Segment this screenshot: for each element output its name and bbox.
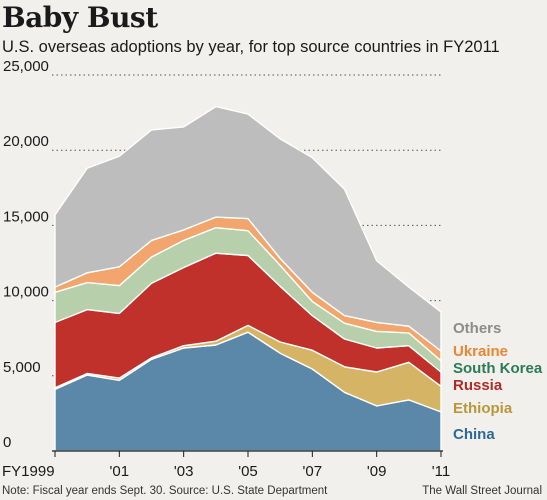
axis-layer: 0 5,000 10,000 15,000 20,000 25,000 FY1999 '01 '… [2,58,450,480]
y-tick-label: 5,000 [3,359,41,376]
area-others [54,105,442,352]
y-tick-label: 0 [3,434,11,451]
x-tick-label: '05 [238,463,258,480]
y-tick-label: 15,000 [3,208,49,225]
x-tick-label: '03 [174,463,194,480]
series-label-ethiopia: Ethiopia [453,400,513,417]
x-tick-label: '09 [367,463,387,480]
source-credit: The Wall Street Journal [422,485,542,497]
series-label-south-korea: South Korea [453,360,543,377]
y-tick-label: 20,000 [3,133,49,150]
series-label-ukraine: Ukraine [453,343,508,360]
series-label-others: Others [453,320,501,337]
y-tick-label: 10,000 [3,284,49,301]
x-tick-label: '11 [432,463,450,480]
x-tick-label: '01 [110,463,130,480]
series-label-russia: Russia [453,377,503,394]
footnote: Note: Fiscal year ends Sept. 30. Source:… [2,485,328,497]
series-label-china: China [453,426,495,443]
chart-title: Baby Bust [2,1,158,34]
area-layer [54,105,442,452]
y-tick-label: 25,000 [3,58,49,75]
x-tick-label: '07 [303,463,323,480]
x-tick-label: FY1999 [2,463,55,480]
chart-subtitle: U.S. overseas adoptions by year, for top… [2,38,500,56]
